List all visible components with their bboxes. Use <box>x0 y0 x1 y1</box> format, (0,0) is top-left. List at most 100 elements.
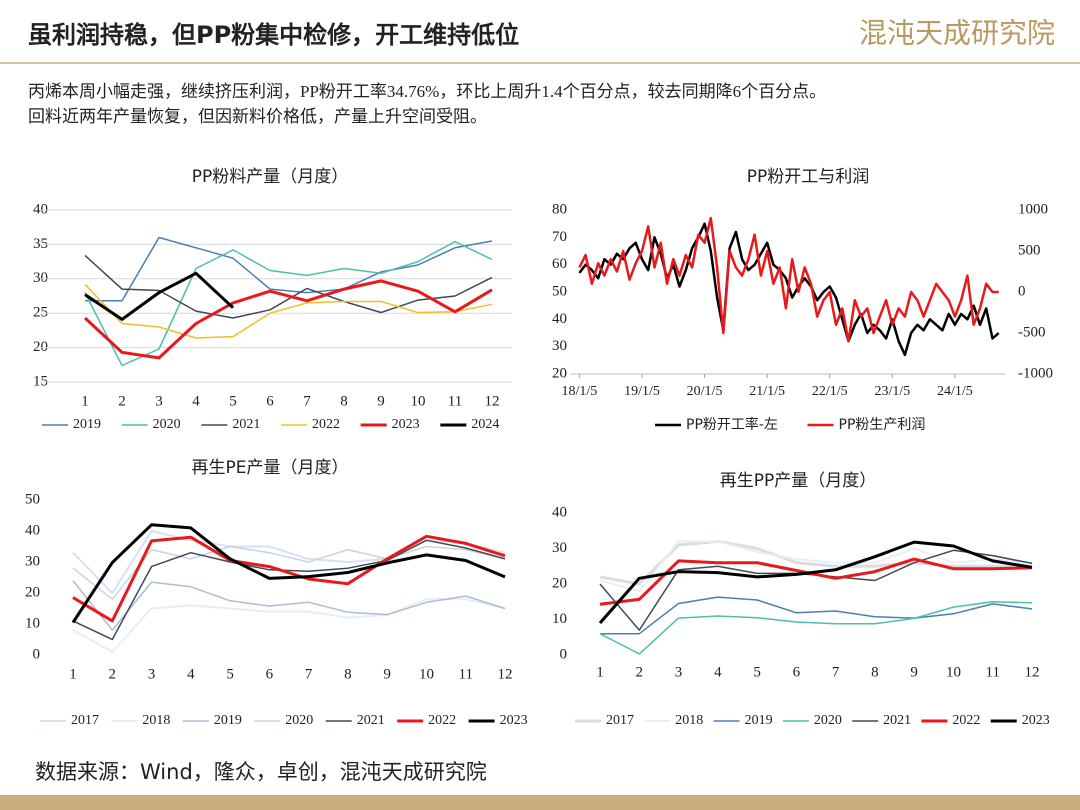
series-line <box>72 530 506 594</box>
legend-label: 2017 <box>606 713 634 728</box>
page-title: 虽利润持稳，但PP粉集中检修，开工维持低位 <box>28 21 519 49</box>
series-line <box>72 534 506 623</box>
x-tick-label: 12 <box>498 666 513 682</box>
y-tick-label: 20 <box>552 365 567 381</box>
series-line <box>83 279 493 360</box>
x-tick-label: 4 <box>714 664 722 680</box>
legend-label: 2023 <box>392 417 420 432</box>
y-tick-label: 30 <box>552 338 567 354</box>
x-tick-label: 3 <box>155 393 163 409</box>
footer-bar <box>0 795 1080 810</box>
x-tick-label: 20/1/5 <box>687 384 723 399</box>
x-tick-label: 3 <box>148 666 156 682</box>
x-tick-label: 10 <box>946 664 961 680</box>
y-tick-label: 30 <box>25 553 40 569</box>
x-tick-label: 10 <box>419 666 434 682</box>
series-line <box>599 540 1033 593</box>
series-line <box>600 596 1033 635</box>
y-tick-label: 70 <box>552 229 567 245</box>
series-line <box>84 240 493 367</box>
y2-tick-label: -1000 <box>1018 365 1053 381</box>
x-tick-label: 5 <box>229 393 237 409</box>
x-tick-label: 6 <box>266 393 274 409</box>
legend-label: 2022 <box>428 713 456 728</box>
chart-title: PP粉料产量（月度） <box>192 167 349 187</box>
series-line <box>84 254 493 319</box>
x-tick-label: 5 <box>753 664 761 680</box>
legend-label: 2020 <box>814 713 842 728</box>
legend-label: 2021 <box>357 713 385 728</box>
x-tick-label: 2 <box>636 664 644 680</box>
logo: 混沌天成研究院 <box>859 17 1055 49</box>
x-tick-label: 1 <box>596 664 604 680</box>
x-tick-label: 8 <box>344 666 352 682</box>
x-tick-label: 5 <box>226 666 234 682</box>
source: 数据来源：Wind，隆众，卓创，混沌天成研究院 <box>35 760 487 784</box>
chart-title: 再生PP产量（月度） <box>720 471 877 491</box>
x-tick-label: 19/1/5 <box>624 384 660 399</box>
legend-label: PP粉生产利润 <box>839 417 926 433</box>
y-tick-label: 20 <box>25 584 40 600</box>
legend-label: 2018 <box>675 713 703 728</box>
x-tick-label: 1 <box>81 393 89 409</box>
legend-label: 2023 <box>1022 713 1050 728</box>
y-tick-label: 40 <box>552 311 567 327</box>
legend-label: 2021 <box>883 713 911 728</box>
y-tick-label: 0 <box>33 646 41 662</box>
x-tick-label: 24/1/5 <box>937 384 973 399</box>
legend-label: 2019 <box>214 713 242 728</box>
series-line <box>72 598 506 653</box>
y-tick-label: 35 <box>33 236 48 252</box>
y-tick-label: 20 <box>33 339 48 355</box>
y-tick-label: 20 <box>552 575 567 591</box>
x-tick-label: 3 <box>675 664 683 680</box>
chart-title: PP粉开工与利润 <box>747 167 870 187</box>
y-tick-label: 60 <box>552 256 567 272</box>
legend-label: 2020 <box>285 713 313 728</box>
series-line <box>599 539 1032 586</box>
y2-tick-label: -500 <box>1018 324 1046 340</box>
y-tick-label: 80 <box>552 201 567 217</box>
x-tick-label: 8 <box>340 393 348 409</box>
x-tick-label: 8 <box>871 664 879 680</box>
y-tick-label: 10 <box>25 615 40 631</box>
legend-label: 2023 <box>500 713 528 728</box>
x-tick-label: 18/1/5 <box>561 384 597 399</box>
x-tick-label: 22/1/5 <box>812 384 848 399</box>
x-tick-label: 6 <box>793 664 801 680</box>
x-tick-label: 2 <box>118 393 126 409</box>
y-tick-label: 40 <box>25 522 40 538</box>
x-tick-label: 9 <box>383 666 391 682</box>
legend-label: 2020 <box>153 417 181 432</box>
x-tick-label: 1 <box>69 666 77 682</box>
y-tick-label: 25 <box>33 305 48 321</box>
x-tick-label: 4 <box>187 666 195 682</box>
series-line <box>578 216 999 343</box>
x-tick-label: 11 <box>459 666 473 682</box>
series-line <box>599 557 1033 606</box>
x-tick-label: 21/1/5 <box>749 384 785 399</box>
y-tick-label: 40 <box>552 504 567 520</box>
legend-label: 2017 <box>71 713 99 728</box>
x-tick-label: 11 <box>448 393 462 409</box>
series-line <box>71 523 506 624</box>
y2-tick-label: 1000 <box>1018 201 1048 217</box>
series-line <box>72 545 506 600</box>
series-line <box>72 580 506 631</box>
legend-label: 2019 <box>745 713 773 728</box>
x-tick-label: 11 <box>986 664 1000 680</box>
x-tick-label: 6 <box>266 666 274 682</box>
y-tick-label: 10 <box>552 611 567 627</box>
legend-label: 2021 <box>232 417 260 432</box>
x-tick-label: 12 <box>485 393 500 409</box>
x-tick-label: 4 <box>192 393 200 409</box>
y-tick-label: 30 <box>552 540 567 556</box>
x-tick-label: 2 <box>109 666 117 682</box>
x-tick-label: 7 <box>303 393 311 409</box>
x-tick-label: 12 <box>1025 664 1040 680</box>
series-line <box>598 540 1033 624</box>
series-line <box>85 236 493 302</box>
y-tick-label: 15 <box>33 373 48 389</box>
x-tick-label: 7 <box>832 664 840 680</box>
